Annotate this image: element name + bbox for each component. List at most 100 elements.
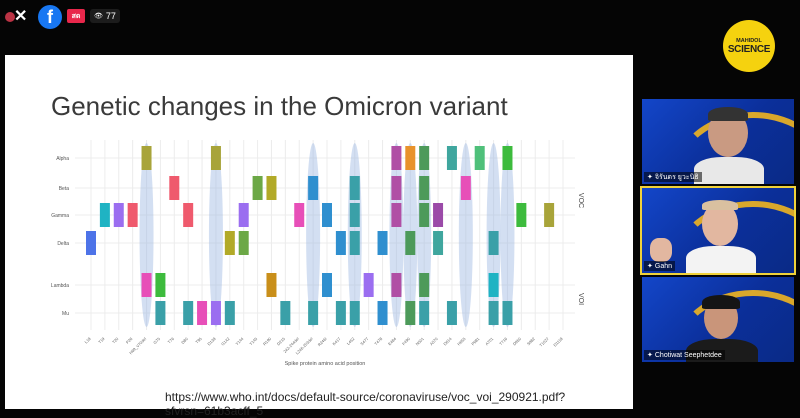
participant-hair: [702, 200, 738, 210]
x-tick-label: T1027: [538, 336, 550, 348]
mutation-cell: [363, 273, 374, 297]
participant-name-tag: ✦ Gahn: [644, 261, 675, 271]
x-tick-label: G75: [152, 336, 161, 345]
mutation-cell: [433, 203, 444, 227]
source-url: https://www.who.int/docs/default-source/…: [165, 390, 566, 418]
x-tick-label: T20: [111, 336, 120, 345]
logo-line-1: MAHIDOL: [736, 37, 762, 44]
mutation-cell: [516, 203, 527, 227]
participant-hand: [650, 238, 672, 262]
x-tick-label: D614: [442, 336, 453, 347]
mutation-cell: [155, 301, 166, 325]
mutation-cell: [349, 203, 360, 227]
mutation-cell: [224, 231, 235, 255]
highlight-column: [389, 143, 404, 327]
participant-tile-1[interactable]: ✦ จิรันดร ยูวะนิธิ: [642, 99, 794, 184]
mutation-cell: [335, 231, 346, 255]
mutation-cell: [322, 203, 332, 227]
mutation-cell: [391, 203, 402, 227]
logo-line-2: SCIENCE: [727, 43, 771, 55]
mutation-cell: [349, 231, 360, 255]
x-tick-label: T19: [97, 336, 106, 345]
mutation-cell: [419, 203, 430, 227]
highlight-column: [139, 143, 154, 327]
mutation-cell: [405, 146, 416, 170]
x-tick-label: T95: [194, 336, 203, 345]
highlight-column: [417, 143, 432, 327]
mutation-cell: [460, 176, 471, 200]
mutation-cell: [335, 301, 346, 325]
mutation-cell: [488, 301, 499, 325]
mutation-cell: [238, 231, 249, 255]
mutation-cell: [349, 301, 360, 325]
pin-icon: ✦: [647, 352, 653, 359]
group-label: VOC: [577, 193, 584, 208]
highlight-column: [500, 143, 515, 327]
mutation-cell: [349, 176, 360, 200]
mutation-cell: [197, 301, 208, 325]
mutation-cell: [544, 203, 555, 227]
x-tick-label: T76: [167, 336, 176, 345]
x-tick-label: P681: [470, 336, 481, 347]
participant-name-tag: ✦ จิรันดร ยูวะนิธิ: [644, 172, 702, 182]
mutation-cell: [266, 176, 277, 200]
x-tick-label: T716: [498, 336, 509, 347]
mutation-cell: [266, 273, 277, 297]
mutation-cell: [86, 231, 96, 255]
x-tick-label: T478: [373, 336, 384, 347]
mutation-cell: [183, 203, 194, 227]
participant-hair: [708, 107, 748, 121]
x-tick-label: F490: [401, 336, 412, 347]
participant-body: [694, 157, 764, 184]
participant-body: [686, 246, 756, 273]
x-tick-label: D1118: [552, 336, 564, 348]
participant-hair: [702, 295, 740, 309]
participant-name: Chotiwat Seephetdee: [654, 351, 722, 359]
x-tick-label: S477: [359, 336, 370, 347]
participant-tile-3[interactable]: ✦ Chotiwat Seephetdee: [642, 277, 794, 362]
mahidol-science-logo: MAHIDOL SCIENCE: [723, 20, 775, 72]
participant-name: Gahn: [654, 262, 672, 270]
highlight-column: [208, 143, 223, 327]
x-tick-label: A701: [484, 336, 495, 347]
mutation-cell: [502, 146, 513, 170]
facebook-icon[interactable]: f: [38, 5, 62, 29]
x-tick-label: D138: [206, 336, 217, 347]
row-label: Alpha: [56, 156, 69, 162]
tile-background-arc: [672, 290, 794, 362]
group-label: VOI: [577, 293, 584, 305]
shared-slide: Genetic changes in the Omicron variant A…: [5, 55, 633, 418]
close-icon[interactable]: ✕: [14, 8, 28, 25]
participant-name-tag: ✦ Chotiwat Seephetdee: [644, 350, 725, 360]
mutation-cell: [419, 146, 430, 170]
row-label: Beta: [59, 186, 70, 192]
x-tick-label: D950: [512, 336, 523, 347]
x-tick-label: G142: [220, 336, 231, 347]
x-tick-label: Y145: [248, 336, 259, 347]
mutation-cell: [210, 146, 221, 170]
mutation-cell: [155, 273, 166, 297]
highlight-column: [458, 143, 473, 327]
participant-name: จิรันดร ยูวะนิธิ: [654, 173, 699, 181]
mutation-chart: Alpha Beta Gamma Delta Lambda Mu VOC VOI L18 T19 T…: [51, 140, 584, 367]
x-tick-label: H655: [456, 336, 467, 347]
row-label: Gamma: [51, 213, 69, 219]
x-tick-label: R246I: [317, 336, 328, 347]
mutation-cell: [391, 146, 402, 170]
mutation-cell: [377, 231, 388, 255]
host-avatar[interactable]: [5, 12, 15, 22]
participant-tile-2[interactable]: ✦ Gahn: [640, 186, 796, 275]
mutation-cell: [210, 301, 221, 325]
x-tick-label: N501: [415, 336, 426, 347]
mutation-cell: [488, 273, 499, 297]
mutation-cell: [99, 203, 110, 227]
mutation-cell: [322, 273, 332, 297]
x-tick-label: K417: [331, 336, 342, 347]
mutation-cell: [308, 301, 319, 325]
slide-title: Genetic changes in the Omicron variant: [51, 91, 508, 121]
mutation-cell: [391, 273, 402, 297]
x-tick-label: R190: [262, 336, 273, 347]
mutation-cell: [252, 176, 263, 200]
row-label: Mu: [62, 311, 69, 317]
mutation-cell: [474, 146, 485, 170]
